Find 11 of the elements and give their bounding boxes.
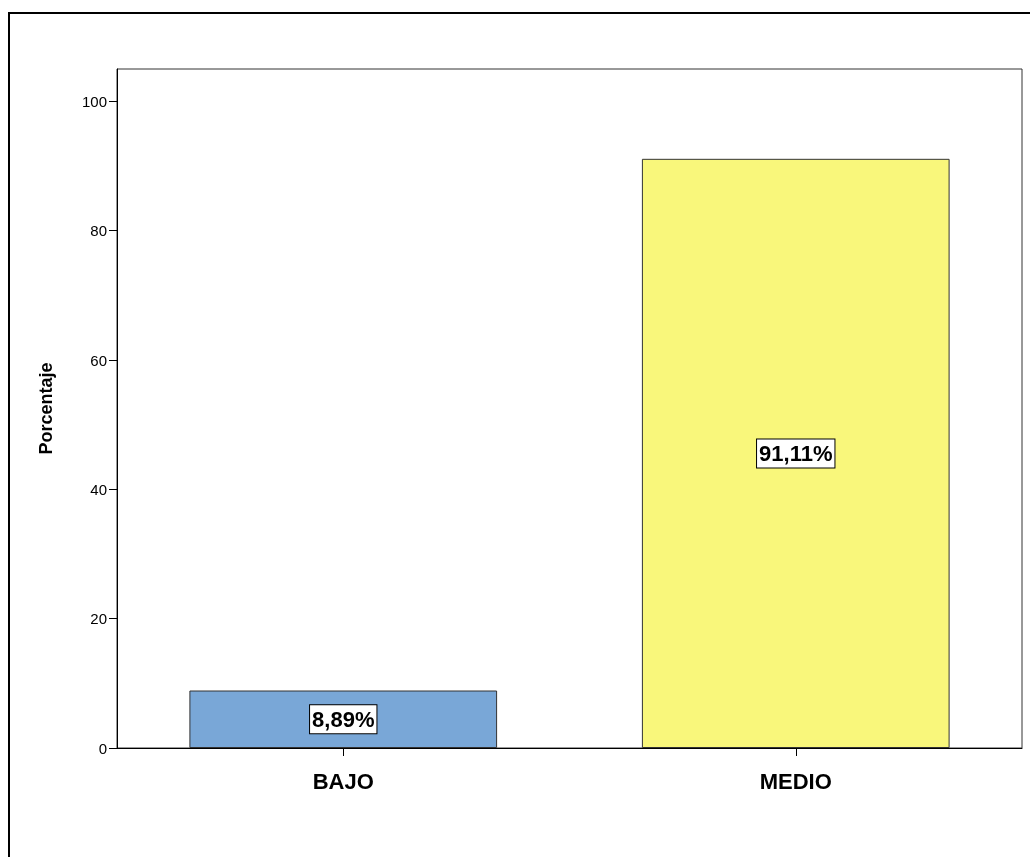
y-axis-title: Porcentaje [36,362,56,455]
x-tick-label: MEDIO [759,768,832,794]
y-tick-label: 20 [90,610,107,628]
data-label: 8,89% [312,706,375,732]
y-tick-label: 60 [90,351,107,369]
x-tick-label: BAJO [312,768,374,794]
y-tick-label: 0 [98,739,107,757]
y-tick-label: 100 [81,92,107,110]
y-tick-label: 40 [90,480,107,498]
data-label: 91,11% [759,440,833,466]
y-tick-label: 80 [90,222,107,240]
